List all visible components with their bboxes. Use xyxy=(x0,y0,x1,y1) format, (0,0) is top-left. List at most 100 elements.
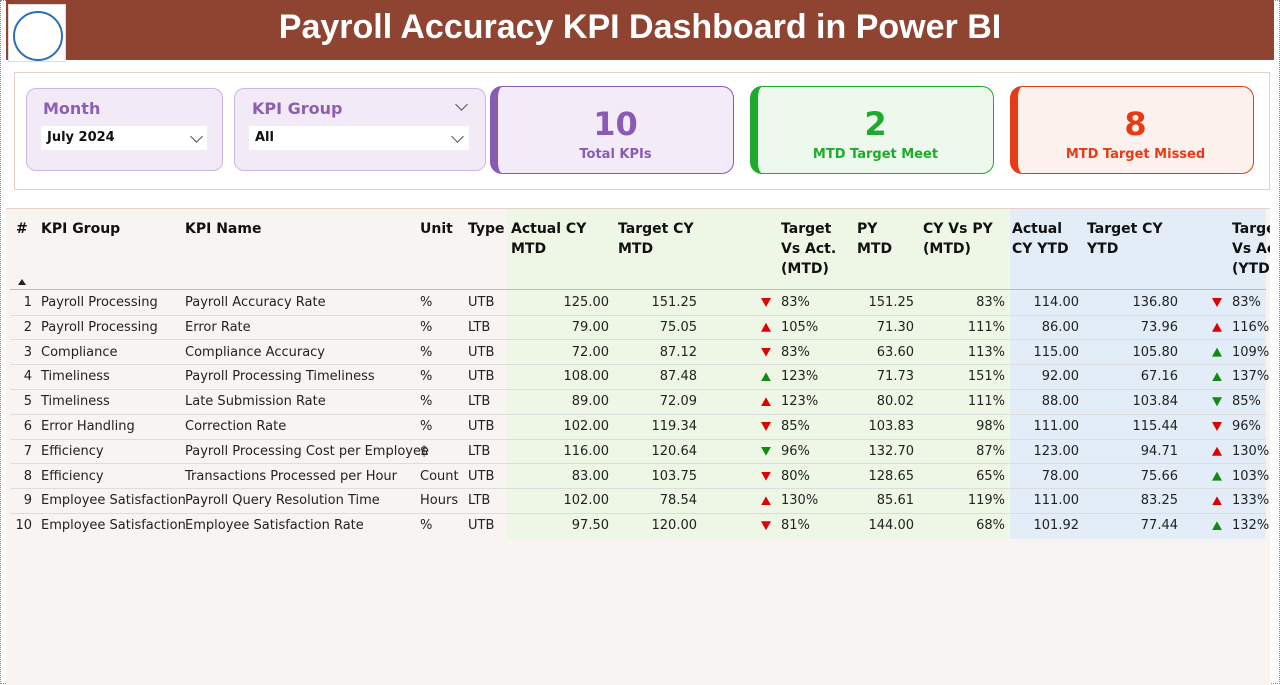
header-rule xyxy=(10,289,1266,290)
cell: 3 xyxy=(23,344,32,360)
cell: 5 xyxy=(23,394,32,410)
cell: 115.44 xyxy=(1132,419,1179,434)
cell: 88.00 xyxy=(1041,394,1079,410)
cell: % xyxy=(420,518,433,534)
dropdown[interactable]: July 2024 xyxy=(41,126,207,150)
cell: 105.80 xyxy=(1132,344,1179,360)
cell: 130% xyxy=(1232,443,1270,459)
cell: 73.96 xyxy=(1140,319,1178,335)
cell: 6 xyxy=(23,419,32,434)
cell: 151% xyxy=(967,369,1005,385)
cell: 97.50 xyxy=(571,518,609,534)
cell: Payroll Accuracy Rate xyxy=(185,295,326,310)
cell: 114.00 xyxy=(1033,295,1080,310)
cell: 111.00 xyxy=(1033,493,1080,509)
kpi-table: # KPI Group KPI Name Unit Type Actual CY MTD T… xyxy=(6,208,1270,685)
cell: 130% xyxy=(781,493,819,509)
cell: 89.00 xyxy=(571,394,609,410)
chevron xyxy=(455,98,468,111)
cell: 103.75 xyxy=(651,468,698,484)
cell: 125.00 xyxy=(563,295,610,310)
ytd-band xyxy=(1010,209,1266,539)
cell: Payroll Processing xyxy=(41,319,158,335)
month-slicer[interactable]: Month July 2024 xyxy=(26,88,223,171)
cell: Payroll Query Resolution Time xyxy=(185,493,380,509)
cell: LTB xyxy=(468,493,491,509)
cell: 83% xyxy=(1232,295,1261,310)
cell: 128.65 xyxy=(868,468,915,484)
card-value: 10 xyxy=(593,105,638,143)
column-header: Target Vs Act. (MTD) xyxy=(781,221,837,277)
cell: 103% xyxy=(1232,468,1270,484)
cell: Employee Satisfaction xyxy=(41,493,186,509)
cell: 4 xyxy=(23,369,32,385)
cell: % xyxy=(420,394,433,410)
slicer-label: KPI Group xyxy=(252,99,343,118)
cell: 123.00 xyxy=(1033,443,1080,459)
mtd-band xyxy=(507,209,1009,539)
status-arrow xyxy=(1212,322,1222,332)
cell: LTB xyxy=(468,394,491,410)
status-arrow xyxy=(761,322,771,332)
cell: 63.60 xyxy=(876,344,914,360)
cell: 105% xyxy=(781,319,819,335)
slicer-label: Month xyxy=(43,99,101,118)
cell: Correction Rate xyxy=(185,419,287,434)
status-arrow xyxy=(761,521,771,531)
card-value: 2 xyxy=(864,105,887,143)
cell: Payroll Processing xyxy=(41,295,158,310)
cell: 65% xyxy=(976,468,1005,484)
cell: 120.00 xyxy=(651,518,698,534)
column-header: Target Vs Act. (YTD) xyxy=(1232,221,1270,277)
cell: 101.92 xyxy=(1033,518,1080,534)
cell: 96% xyxy=(781,443,810,459)
status-arrow xyxy=(1212,471,1222,481)
kpi-group-slicer[interactable]: KPI Group All xyxy=(234,88,486,171)
cell: 71.73 xyxy=(876,369,914,385)
cell: 83.25 xyxy=(1140,493,1178,509)
cell: 151.25 xyxy=(868,295,915,310)
status-arrow xyxy=(761,471,771,481)
cell: 96% xyxy=(1232,419,1261,434)
cell: Late Submission Rate xyxy=(185,394,326,410)
cell: % xyxy=(420,369,433,385)
cell: 77.44 xyxy=(1140,518,1178,534)
cell: Transactions Processed per Hour xyxy=(185,468,398,484)
cell: Count xyxy=(420,468,459,484)
column-header: CY Vs PY (MTD) xyxy=(923,221,993,257)
cell: % xyxy=(420,295,433,310)
cell: 85% xyxy=(781,419,810,434)
column-header: Unit xyxy=(420,221,453,237)
dropdown[interactable]: All xyxy=(249,126,469,150)
cell: % xyxy=(420,344,433,360)
cell: 78.00 xyxy=(1041,468,1079,484)
cell: 2 xyxy=(23,319,32,335)
cell: UTB xyxy=(468,468,495,484)
cell: 116.00 xyxy=(563,443,610,459)
cell: 111.00 xyxy=(1033,419,1080,434)
column-header: # xyxy=(16,221,28,237)
dropdown-value: All xyxy=(255,130,274,145)
column-header: KPI Group xyxy=(41,221,121,237)
cell: 111% xyxy=(967,394,1005,410)
cell: 103.84 xyxy=(1132,394,1179,410)
status-arrow xyxy=(1212,397,1222,407)
cell: Employee Satisfaction xyxy=(41,518,186,534)
status-arrow xyxy=(761,422,771,431)
cell: Compliance xyxy=(41,344,118,360)
cell: 7 xyxy=(23,443,32,459)
cell: Timeliness xyxy=(41,369,110,385)
row-separator xyxy=(10,413,1266,415)
cell: 87% xyxy=(976,443,1005,459)
cell: 67.16 xyxy=(1140,369,1178,385)
column-header: Type xyxy=(468,221,505,237)
cell: LTB xyxy=(468,443,491,459)
row-separator xyxy=(10,438,1266,440)
row-separator xyxy=(10,314,1266,316)
sort-indicator xyxy=(18,279,26,285)
title: Payroll Accuracy KPI Dashboard in Power … xyxy=(278,8,1002,46)
cell: 87.12 xyxy=(659,344,697,360)
cell: 10 xyxy=(15,518,32,534)
cell: 103.83 xyxy=(868,419,915,434)
